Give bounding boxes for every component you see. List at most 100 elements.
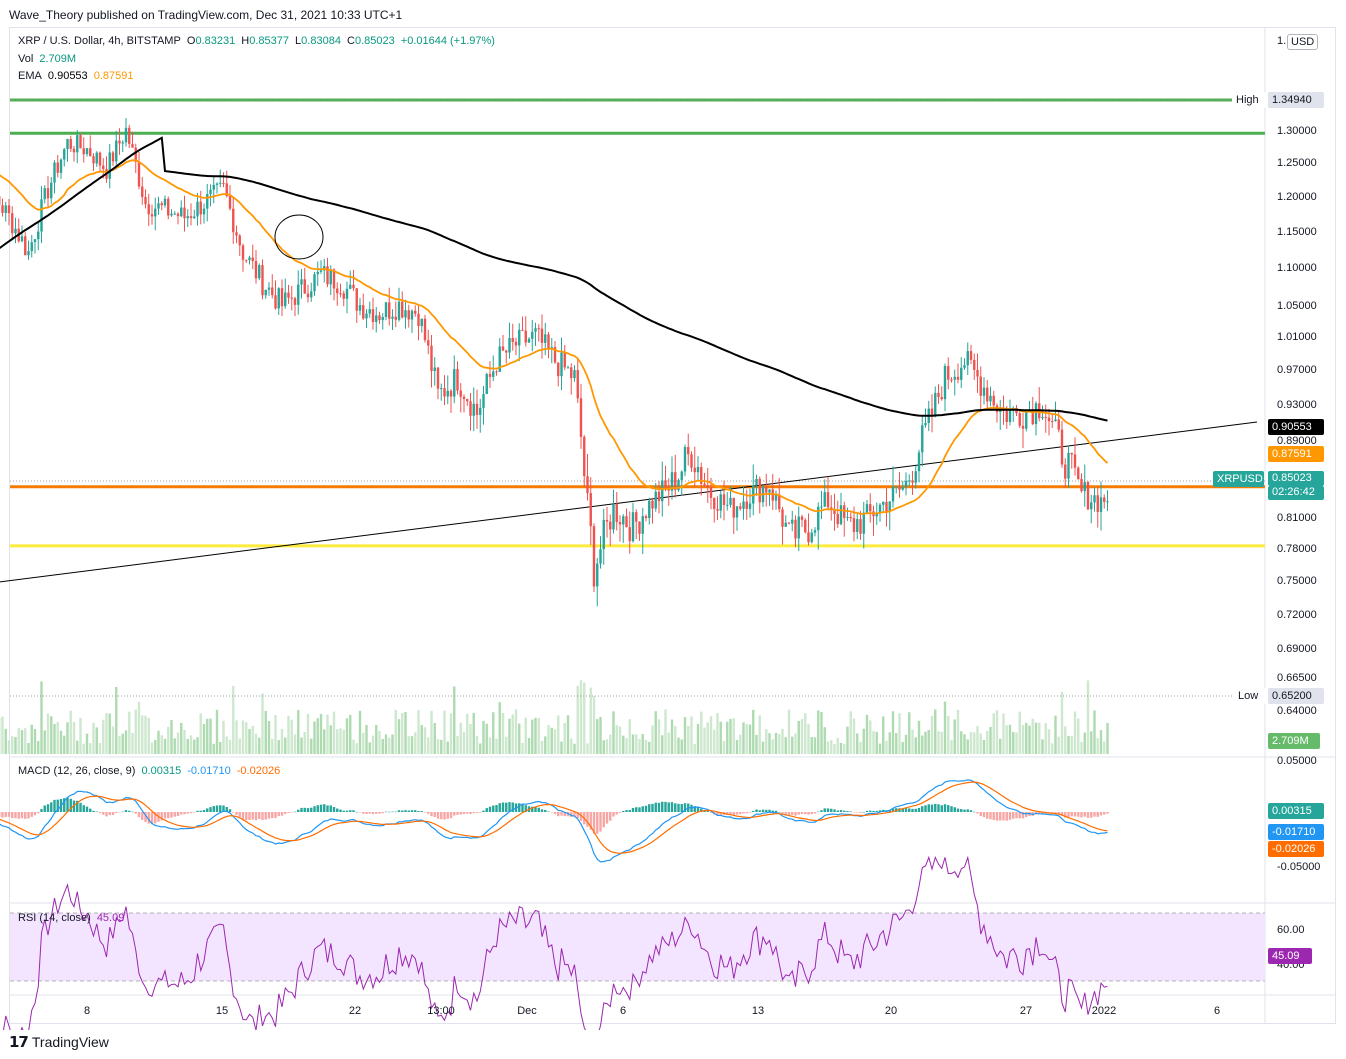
candle-body — [982, 387, 986, 396]
time-tick-label: 13 — [752, 1005, 764, 1017]
candle-body — [1044, 416, 1047, 418]
candle-body — [599, 549, 602, 564]
macd-histogram-bar — [17, 812, 20, 819]
candle-body — [813, 530, 817, 533]
volume-bar — [901, 741, 904, 754]
candle-body — [46, 188, 50, 199]
macd-histogram-bar — [553, 812, 557, 815]
candle-body — [423, 318, 427, 341]
macd-histogram-bar — [654, 802, 657, 812]
currency-selector[interactable]: USD — [1287, 34, 1319, 50]
volume-bar — [212, 743, 215, 754]
symbol-title[interactable]: XRP / U.S. Dollar, 4h, BITSTAMP — [18, 35, 181, 47]
volume-bar — [1083, 732, 1086, 754]
vol-label[interactable]: Vol — [18, 53, 34, 65]
volume-bar — [95, 727, 98, 754]
macd-histogram-bar — [589, 812, 592, 830]
volume-bar — [953, 719, 956, 754]
time-tick-label: 27 — [1020, 1005, 1032, 1017]
macd-histogram-bar — [547, 811, 550, 813]
candle-body — [212, 184, 215, 190]
candle-body — [622, 516, 625, 525]
macd-histogram-bar — [293, 811, 297, 813]
candle-body — [700, 467, 703, 484]
macd-histogram-bar — [521, 803, 524, 812]
volume-bar — [778, 734, 781, 754]
macd-histogram-bar — [771, 810, 774, 812]
macd-label[interactable]: MACD (12, 26, close, 9) — [18, 765, 136, 777]
tradingview-logo-icon[interactable]: 𝟭𝟳 — [9, 1034, 29, 1051]
candle-body — [635, 512, 638, 522]
macd-histogram-bar — [381, 812, 384, 814]
volume-bar — [722, 741, 726, 754]
candle-body — [310, 291, 313, 298]
macd-pane — [0, 779, 1109, 863]
volume-bar — [1008, 724, 1012, 754]
volume-bar — [960, 731, 963, 754]
candle-body — [371, 309, 375, 322]
macd-histogram-bar — [531, 806, 534, 812]
volume-bar — [505, 736, 508, 754]
candle-body — [358, 305, 362, 311]
candle-body — [63, 149, 66, 160]
volume-bar — [189, 735, 193, 754]
volume-bar — [43, 730, 46, 754]
candle-body — [732, 497, 735, 518]
brand-name[interactable]: TradingView — [31, 1034, 109, 1050]
macd-histogram-bar — [76, 800, 79, 812]
macd-histogram-bar — [1008, 812, 1012, 820]
macd-histogram-bar — [475, 812, 479, 814]
candle-body — [807, 532, 810, 543]
macd-histogram-bar — [1067, 812, 1070, 817]
candle-body — [862, 512, 865, 534]
price-tick-label: 0.75000 — [1277, 575, 1317, 587]
ema-label[interactable]: EMA — [18, 70, 42, 82]
volume-bar — [583, 682, 586, 754]
rsi-label[interactable]: RSI (14, close) — [18, 912, 91, 924]
candle-body — [43, 188, 46, 200]
macd-histogram-bar — [163, 812, 167, 819]
candle-body — [586, 476, 589, 494]
macd-histogram-bar — [4, 812, 7, 817]
candle-body — [570, 367, 573, 379]
candle-body — [202, 208, 206, 215]
volume-bar — [1038, 722, 1041, 754]
chart-canvas[interactable]: 1.30000 1.25000 1.20000 1.15000 1.10000 1.050… — [0, 0, 1346, 1030]
macd-histogram-bar — [963, 809, 966, 812]
macd-hist-badge: 0.00315 — [1268, 803, 1324, 819]
macd-histogram-bar — [791, 812, 794, 815]
high-value: 0.85377 — [249, 35, 289, 47]
macd-histogram-bar — [235, 812, 238, 815]
candle-body — [787, 522, 791, 524]
macd-histogram-bar — [839, 810, 843, 812]
vol-value: 2.709M — [39, 53, 77, 65]
volume-bar — [261, 693, 264, 754]
macd-histogram-bar — [89, 808, 92, 812]
volume-bar — [137, 701, 141, 754]
macd-histogram-bar — [664, 801, 667, 812]
candle-body — [404, 310, 407, 318]
volume-bar — [930, 715, 934, 754]
candle-body — [1090, 502, 1093, 510]
candle-body — [219, 182, 222, 184]
candle-body — [37, 231, 40, 240]
volume-bar — [1012, 732, 1015, 754]
close-value: 0.85023 — [354, 35, 395, 47]
price-axis: 1.30000 1.25000 1.20000 1.15000 1.10000 1.050… — [1277, 35, 1320, 971]
macd-histogram-bar — [1064, 812, 1067, 818]
volume-bar — [943, 701, 947, 754]
candle-body — [625, 516, 628, 528]
volume-bar — [700, 711, 703, 754]
macd-histogram-bar — [820, 810, 823, 812]
macd-tick-label: -0.05000 — [1277, 861, 1320, 873]
macd-histogram-bar — [635, 807, 638, 812]
macd-signal-line — [0, 781, 1108, 854]
macd-histogram-bar — [810, 812, 813, 815]
candle-body — [956, 376, 960, 380]
candle-body — [1077, 467, 1080, 480]
macd-histogram-bar — [313, 806, 316, 812]
candle-body — [137, 161, 141, 187]
volume-bar — [453, 686, 456, 754]
candle-body — [378, 315, 381, 321]
candle-body — [160, 203, 163, 206]
